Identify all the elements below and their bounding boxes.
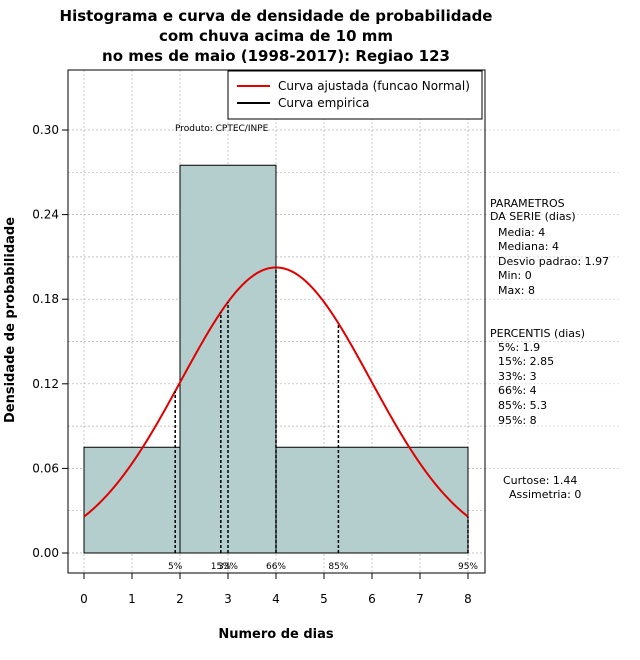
y-tick-label: 0.12: [32, 377, 59, 391]
curtose-value: Curtose: 1.44: [503, 474, 577, 487]
chart-title-line-3: no mes de maio (1998-2017): Regiao 123: [102, 47, 450, 65]
parametros-heading: PARAMETROS: [490, 197, 565, 210]
credit-label: Produto: CPTEC/INPE: [175, 124, 269, 134]
assimetria-value: Assimetria: 0: [509, 488, 581, 501]
y-tick-label: 0.18: [32, 292, 59, 306]
y-tick-label: 0.00: [32, 546, 59, 560]
x-tick-label: 1: [128, 592, 136, 606]
percentile-label: 5%: [168, 562, 183, 572]
x-axis-label: Numero de dias: [218, 627, 334, 642]
histogram-bars: [83, 164, 469, 554]
percentil-33: 33%: 3: [498, 370, 537, 383]
param-max: Max: 8: [498, 284, 535, 297]
y-tick-label: 0.24: [32, 208, 59, 222]
legend-box: [227, 70, 483, 120]
x-tick-label: 4: [272, 592, 280, 606]
param-min: Min: 0: [498, 269, 532, 282]
x-tick-label: 2: [176, 592, 184, 606]
percentil-95: 95%: 8: [498, 414, 537, 427]
y-tick-label: 0.06: [32, 461, 59, 475]
x-tick-label: 8: [464, 592, 472, 606]
param-mediana: Mediana: 4: [498, 240, 559, 253]
x-tick-label: 3: [224, 592, 232, 606]
legend-label-normal: Curva ajustada (funcao Normal): [278, 79, 470, 93]
y-axis-label: Densidade de probabilidade: [3, 217, 18, 423]
param-desvio: Desvio padrao: 1.97: [498, 255, 609, 268]
percentil-85: 85%: 5.3: [498, 399, 547, 412]
y-tick-label: 0.30: [32, 123, 59, 137]
percentile-label: 33%: [218, 562, 238, 572]
legend: Curva ajustada (funcao Normal) Curva emp…: [227, 70, 483, 120]
param-media: Media: 4: [498, 226, 545, 239]
x-tick-label: 0: [80, 592, 88, 606]
percentile-label: 66%: [266, 562, 286, 572]
percentile-label: 15%: [211, 562, 231, 572]
normal-density-curve: [83, 266, 469, 518]
parametros-subheading: DA SERIE (dias): [490, 210, 576, 223]
percentile-label: 85%: [328, 562, 348, 572]
axes: 0 1 2 3 4 5 6 7 8 0.00 0.06 0.12 0.18 0.24 0.30: [32, 123, 472, 606]
x-tick-label: 5: [320, 592, 328, 606]
chart-title-line-1: Histograma e curva de densidade de proba…: [60, 7, 493, 25]
percentil-5: 5%: 1.9: [498, 341, 540, 354]
percentile-lines: 5% 15%33% 66% 85% 95%: [168, 267, 478, 572]
x-tick-label: 7: [416, 592, 424, 606]
density-curve-layer: [83, 266, 469, 518]
x-tick-label: 6: [368, 592, 376, 606]
legend-label-empirica: Curva empirica: [278, 96, 369, 110]
chart-title-line-2: com chuva acima de 10 mm: [159, 27, 393, 45]
percentile-label: 95%: [458, 562, 478, 572]
histogram-bar: [275, 446, 469, 554]
side-panel: PARAMETROS DA SERIE (dias) Media: 4 Medi…: [490, 197, 609, 501]
percentil-15: 15%: 2.85: [498, 355, 554, 368]
percentil-66: 66%: 4: [498, 384, 537, 397]
percentis-heading: PERCENTIS (dias): [490, 327, 585, 340]
histogram-bar: [179, 164, 277, 554]
